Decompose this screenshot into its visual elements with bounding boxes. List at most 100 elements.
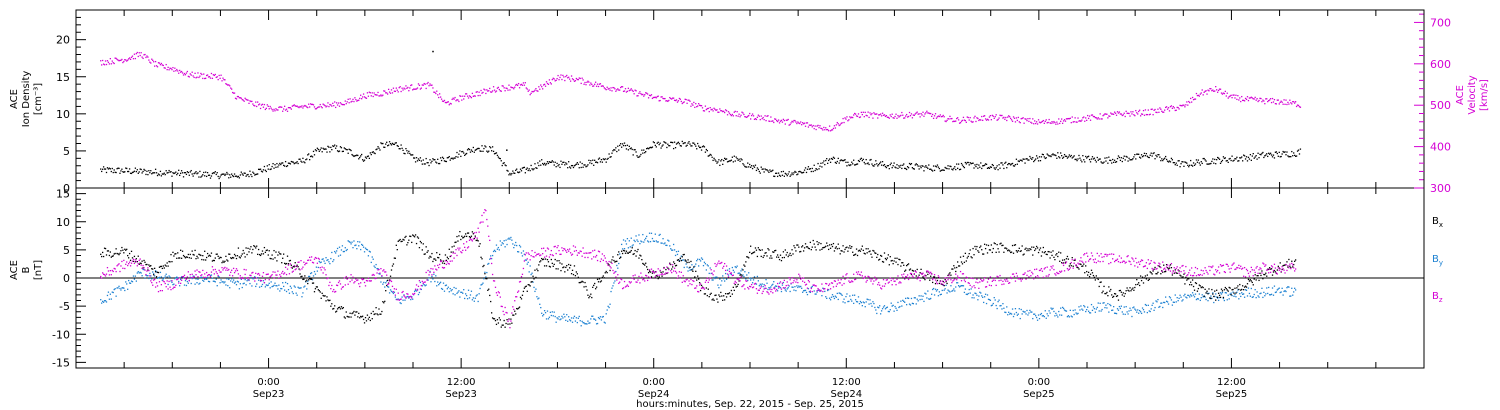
data-point (259, 107, 262, 110)
data-point (740, 114, 742, 116)
data-point (189, 73, 191, 75)
data-point (949, 272, 951, 274)
data-point (330, 146, 332, 149)
data-point (1082, 265, 1084, 267)
data-point (459, 230, 461, 233)
data-point (342, 306, 345, 309)
data-point (149, 265, 151, 267)
data-point (773, 281, 775, 283)
data-point (892, 117, 894, 119)
data-point (304, 285, 306, 287)
data-point (581, 77, 583, 79)
data-point (633, 149, 635, 151)
data-point (931, 281, 934, 284)
data-point (1226, 159, 1228, 162)
data-point (1104, 306, 1106, 309)
data-point (1004, 247, 1006, 249)
data-point (451, 246, 453, 248)
data-point (1183, 165, 1185, 167)
data-point (975, 165, 977, 168)
data-point (1131, 113, 1133, 115)
data-point (556, 162, 558, 165)
data-point (1157, 298, 1159, 301)
data-point (302, 107, 304, 109)
data-point (670, 97, 672, 100)
data-point (842, 301, 844, 303)
data-point (358, 99, 360, 101)
data-point (1096, 118, 1098, 120)
data-point (1033, 246, 1035, 248)
data-point (1197, 298, 1200, 300)
data-point (535, 276, 537, 279)
data-point (189, 171, 191, 173)
data-point (217, 78, 219, 81)
data-point (102, 59, 104, 62)
data-point (147, 275, 149, 277)
data-point (617, 267, 619, 269)
data-point (1079, 157, 1081, 159)
data-point (709, 267, 711, 269)
data-point (1005, 161, 1007, 163)
data-point (1022, 310, 1024, 313)
data-point (932, 276, 935, 278)
data-point (594, 319, 597, 321)
data-point (1082, 155, 1084, 157)
data-point (1204, 90, 1206, 93)
data-point (602, 158, 604, 160)
data-point (758, 170, 760, 173)
data-point (1147, 304, 1149, 306)
data-point (1216, 156, 1219, 159)
data-point (853, 302, 855, 305)
data-point (1180, 104, 1182, 107)
data-point (375, 148, 377, 151)
data-point (838, 247, 840, 250)
data-point (1013, 313, 1016, 315)
data-point (390, 89, 393, 91)
data-point (122, 171, 124, 173)
data-point (1075, 158, 1077, 160)
data-point (666, 244, 668, 247)
data-point (1089, 312, 1092, 314)
data-point (1278, 151, 1280, 154)
data-point (403, 152, 405, 155)
data-point (1184, 293, 1186, 295)
data-point (1256, 98, 1258, 100)
data-point (422, 84, 424, 86)
data-point (598, 83, 601, 85)
data-point (252, 171, 254, 173)
data-point (876, 312, 878, 315)
data-point (485, 276, 487, 278)
data-point (132, 260, 135, 263)
data-point (246, 253, 248, 256)
data-point (161, 279, 163, 281)
data-point (717, 301, 719, 303)
data-point (967, 255, 969, 258)
data-point (555, 166, 557, 168)
data-point (660, 271, 662, 274)
data-point (869, 159, 871, 161)
data-point (1214, 295, 1216, 298)
data-point (1260, 97, 1262, 100)
data-point (741, 111, 743, 113)
data-point (959, 122, 962, 124)
data-point (761, 283, 763, 285)
data-point (1099, 302, 1101, 305)
data-point (228, 278, 230, 281)
data-point (626, 144, 629, 146)
data-point (727, 274, 730, 276)
data-point (534, 89, 536, 91)
data-point (840, 293, 842, 295)
data-point (1239, 97, 1241, 99)
data-point (219, 176, 221, 178)
data-point (331, 251, 333, 254)
data-point (525, 259, 527, 261)
data-point (955, 270, 957, 273)
data-point (588, 322, 590, 324)
data-point (1028, 249, 1030, 252)
data-point (456, 151, 458, 154)
data-point (285, 262, 288, 265)
data-point (1175, 162, 1177, 164)
data-point (476, 91, 478, 93)
data-point (862, 158, 864, 160)
data-point (153, 275, 156, 277)
